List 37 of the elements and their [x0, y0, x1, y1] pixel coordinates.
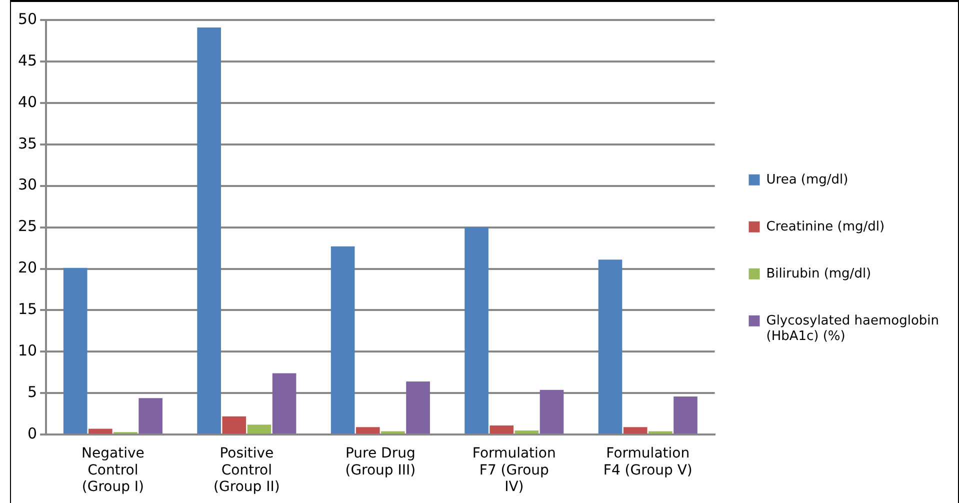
legend-label: Creatinine (mg/dl): [766, 219, 885, 234]
x-tick-label: Pure Drug (Group III): [345, 446, 416, 478]
y-tick-label: 40: [18, 92, 38, 111]
bar: [138, 398, 162, 434]
bar: [222, 416, 246, 434]
bar: [330, 246, 355, 434]
bar: [598, 260, 622, 434]
bar: [674, 396, 698, 434]
y-tick-label: 45: [18, 51, 38, 70]
bar: [88, 428, 112, 434]
legend-label: Bilirubin (mg/dl): [766, 266, 872, 282]
legend-label: Urea (mg/dl): [766, 172, 848, 188]
y-tick-label: 20: [18, 258, 38, 277]
bar: [356, 427, 380, 434]
bar: [272, 373, 296, 434]
x-tick-label: Formulation F4 (Group V): [603, 446, 692, 478]
y-tick-label: 25: [18, 217, 38, 236]
bar: [63, 268, 88, 434]
bar: [514, 430, 539, 434]
x-tick-label: Positive Control (Group II): [214, 446, 280, 496]
y-tick-label: 30: [18, 176, 38, 194]
bar: [247, 424, 272, 434]
bar: [623, 427, 648, 434]
x-tick-label: Formulation F7 (Group IV): [472, 446, 556, 496]
y-tick-label: 35: [18, 134, 38, 152]
bar: [406, 382, 430, 434]
bar: [540, 390, 564, 434]
y-tick-label: 10: [18, 342, 38, 360]
bar: [490, 425, 514, 434]
y-tick-label: 15: [18, 300, 38, 318]
bar: [464, 227, 488, 434]
bar: [197, 27, 221, 434]
legend-label: Glycosylated haemoglobin (HbA1c) (%): [766, 313, 939, 344]
y-tick-label: 5: [28, 383, 38, 402]
y-tick-label: 50: [18, 10, 38, 28]
x-tick-label: Negative Control (Group I): [82, 446, 144, 496]
y-tick-label: 0: [28, 424, 38, 442]
